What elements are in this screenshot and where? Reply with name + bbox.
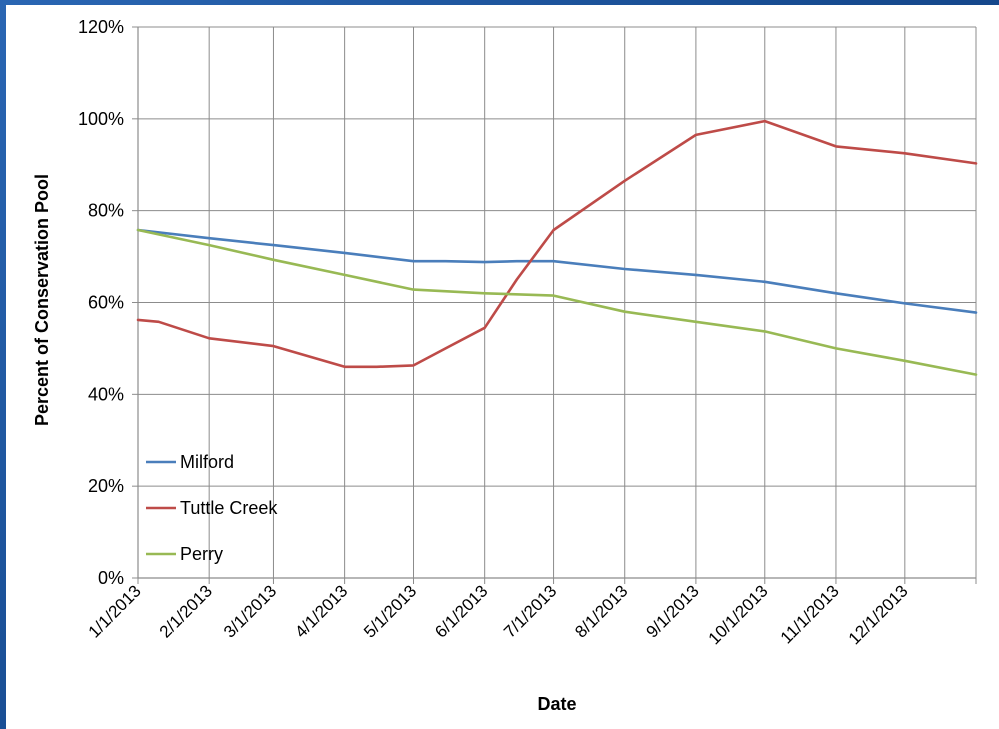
x-tick-label: 4/1/2013: [291, 581, 351, 641]
grid-lines: [132, 26, 977, 584]
legend-label: Tuttle Creek: [180, 498, 278, 518]
legend-label: Perry: [180, 544, 223, 564]
y-tick-label: 40%: [88, 384, 124, 404]
x-tick-label: 3/1/2013: [220, 581, 280, 641]
legend-label: Milford: [180, 452, 234, 472]
x-tick-label: 7/1/2013: [500, 581, 560, 641]
x-tick-label: 8/1/2013: [571, 581, 631, 641]
y-axis-title: Percent of Conservation Pool: [32, 174, 52, 426]
y-tick-label: 120%: [78, 17, 124, 37]
series-line-tuttle-creek: [136, 119, 978, 369]
series-line-milford: [136, 228, 978, 314]
y-tick-label: 20%: [88, 476, 124, 496]
x-tick-label: 1/1/2013: [85, 581, 145, 641]
x-tick-label: 6/1/2013: [431, 581, 491, 641]
y-axis-ticks: 0% 20% 40% 60% 80% 100% 120%: [78, 17, 124, 588]
x-axis-ticks: 1/1/2013 2/1/2013 3/1/2013 4/1/2013 5/1/2013…: [85, 581, 912, 648]
y-tick-label: 80%: [88, 201, 124, 221]
x-tick-label: 2/1/2013: [156, 581, 216, 641]
x-tick-label: 9/1/2013: [642, 581, 702, 641]
y-tick-label: 100%: [78, 109, 124, 129]
chart-panel: [6, 5, 999, 729]
x-tick-label: 11/1/2013: [777, 581, 843, 647]
y-tick-label: 60%: [88, 293, 124, 313]
x-tick-label: 10/1/2013: [705, 581, 772, 648]
x-tick-label: 12/1/2013: [845, 581, 912, 648]
x-axis-title: Date: [537, 694, 576, 714]
series-line-perry: [136, 228, 978, 376]
legend: Milford Tuttle Creek Perry: [146, 452, 278, 564]
x-tick-label: 5/1/2013: [360, 581, 420, 641]
series-lines: [136, 119, 978, 376]
y-tick-label: 0%: [98, 568, 124, 588]
